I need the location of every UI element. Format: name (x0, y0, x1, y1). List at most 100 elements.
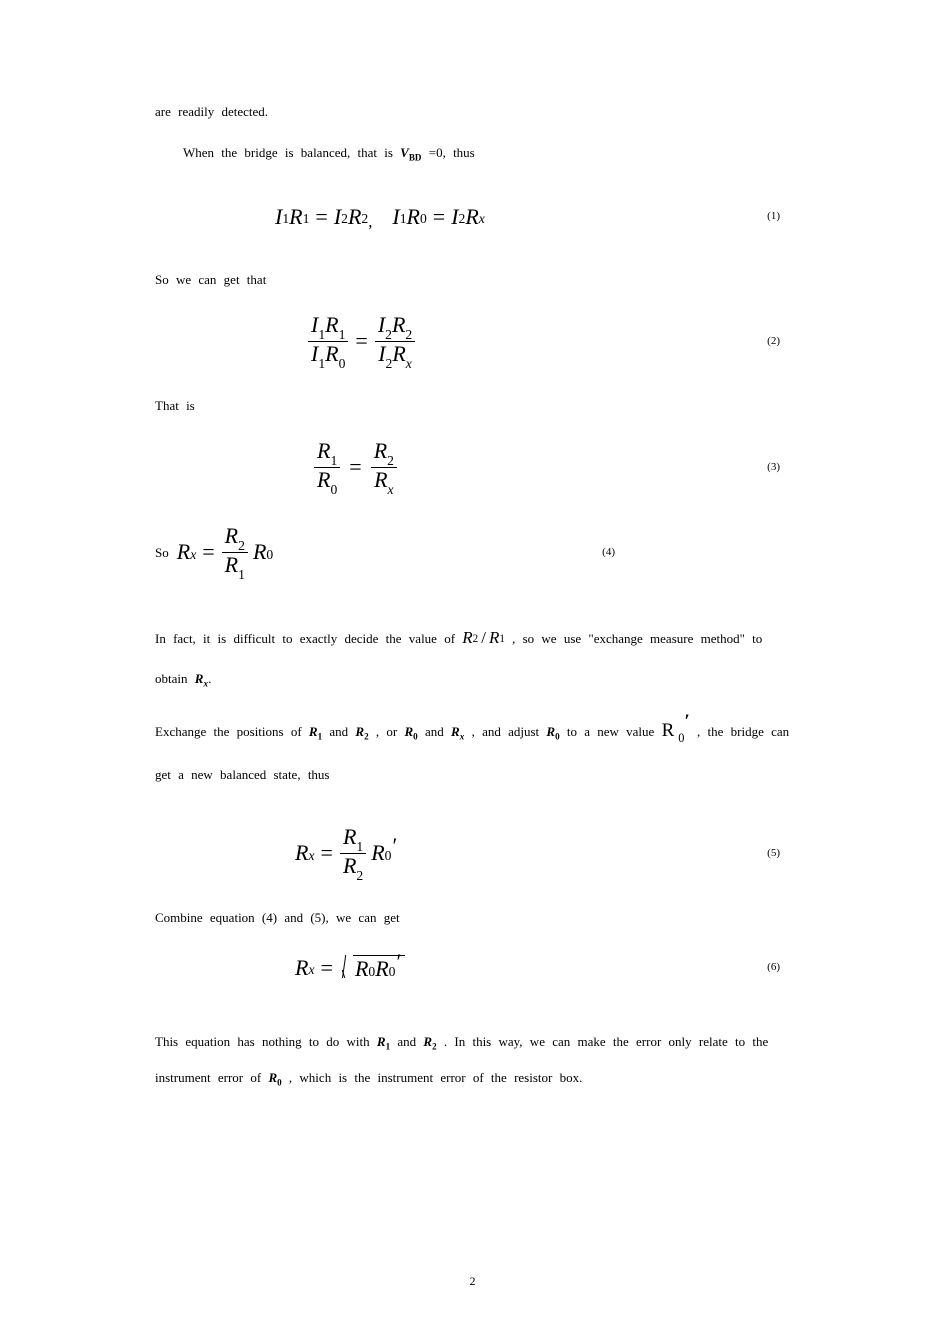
sub: 2 (432, 1042, 437, 1052)
inline-math-r0prime: R 0 ′ (662, 704, 690, 757)
so-prefix: So (155, 546, 169, 559)
text: In fact, it is difficult to exactly deci… (155, 631, 462, 646)
sub: 1 (238, 567, 245, 582)
equation-4: So Rx = R2 R1 R0 (4) (155, 525, 795, 580)
text: When the bridge is balanced, that is (183, 145, 400, 160)
symbol-r2: R (423, 1034, 432, 1049)
sub: x (460, 733, 465, 743)
sym-R: R (253, 541, 266, 563)
eq-number: (1) (767, 211, 795, 222)
paragraph: In fact, it is difficult to exactly deci… (155, 614, 795, 698)
sub: 2 (341, 212, 348, 226)
sym-R: R (465, 206, 478, 228)
sub: 1 (303, 212, 310, 226)
sub: 0 (413, 732, 418, 742)
sub: x (308, 849, 314, 863)
eq-body: So Rx = R2 R1 R0 (155, 525, 273, 580)
sym-R: R (289, 206, 302, 228)
sub: 1 (400, 212, 407, 226)
text: , and adjust (472, 724, 547, 739)
sub: 0 (420, 212, 427, 226)
sub: 1 (339, 327, 346, 342)
eq-sign: = (349, 456, 361, 478)
sym-I: I (334, 206, 341, 228)
sym-R: R (325, 312, 338, 337)
text: and (329, 724, 355, 739)
text: to a new value (567, 724, 662, 739)
text: and (397, 1034, 423, 1049)
equation-3: R1 R0 = R2 Rx (3) (155, 440, 795, 495)
symbol-r0: R (404, 724, 413, 739)
eq-number: (5) (767, 848, 795, 859)
paragraph: That is (155, 399, 795, 412)
fraction: R1 R0 (314, 440, 340, 495)
sub: 2 (473, 624, 479, 655)
sub: 1 (318, 356, 325, 371)
sym-R: R (295, 842, 308, 864)
sym-R: R (317, 438, 330, 463)
sym-R: R (343, 853, 356, 878)
sym-R: R (374, 438, 387, 463)
fraction: R2 R1 (222, 525, 248, 580)
eq-sign: = (202, 541, 214, 563)
symbol-r0: R (268, 1070, 277, 1085)
sym-R: R (317, 467, 330, 492)
sym-I: I (451, 206, 458, 228)
sym-R: R (225, 552, 238, 577)
eq-sign: = (433, 206, 445, 228)
prime: ′ (392, 835, 397, 857)
text: . (208, 671, 211, 686)
sub: x (479, 212, 485, 226)
equation-6: Rx = R0R0′ (6) (155, 942, 795, 994)
page-number: 2 (0, 1275, 945, 1287)
prime: ′ (396, 951, 401, 973)
sub: 2 (459, 212, 466, 226)
sub: 1 (499, 624, 505, 655)
sub: 0 (277, 1078, 282, 1088)
symbol-vbd: V (400, 145, 409, 160)
sym-R: R (662, 704, 675, 757)
sub: 1 (318, 732, 323, 742)
symbol-vbd-sub: BD (409, 153, 422, 163)
slash: / (481, 614, 486, 662)
sub: 0 (339, 356, 346, 371)
paragraph: Exchange the positions of R1 and R2 , or… (155, 704, 795, 794)
sub: 2 (385, 327, 392, 342)
sub: x (190, 548, 196, 562)
sqrt: R0R0′ (339, 955, 405, 980)
eq-body: I1 R1 = I2 R2 , I1 R0 = I2 Rx (275, 206, 485, 228)
eq-number: (2) (767, 336, 795, 347)
sub: 2 (364, 732, 369, 742)
sub: 0 (330, 482, 337, 497)
prime: ′ (684, 695, 689, 748)
inline-math: R2 / R1 (462, 614, 505, 662)
fraction: I2R2 I2Rx (375, 314, 415, 369)
text: Exchange the positions of (155, 724, 309, 739)
paragraph: Combine equation (4) and (5), we can get (155, 911, 795, 924)
symbol-r1: R (309, 724, 318, 739)
symbol-r1: R (377, 1034, 386, 1049)
sym-I: I (392, 206, 399, 228)
eq-number: (6) (767, 962, 795, 973)
sub: 0 (389, 965, 396, 979)
sym-R: R (355, 958, 368, 980)
sub: 2 (238, 538, 245, 553)
eq-sign: = (321, 957, 333, 979)
sub: 2 (356, 868, 363, 883)
equation-5: Rx = R1 R2 R0′ (5) (155, 826, 795, 881)
sym-R: R (462, 614, 472, 662)
text: and (425, 724, 451, 739)
symbol-r0: R (546, 724, 555, 739)
sub: x (388, 482, 394, 497)
sym-R: R (489, 614, 499, 662)
sym-R: R (295, 957, 308, 979)
sub: 1 (386, 1042, 391, 1052)
eq-sign: = (355, 330, 367, 352)
fraction: I1R1 I1R0 (308, 314, 348, 369)
sub: 0 (368, 965, 375, 979)
sub: 1 (318, 327, 325, 342)
text: =0, thus (429, 145, 475, 160)
sub: 1 (356, 839, 363, 854)
sub: x (406, 356, 412, 371)
sym-R: R (371, 842, 384, 864)
